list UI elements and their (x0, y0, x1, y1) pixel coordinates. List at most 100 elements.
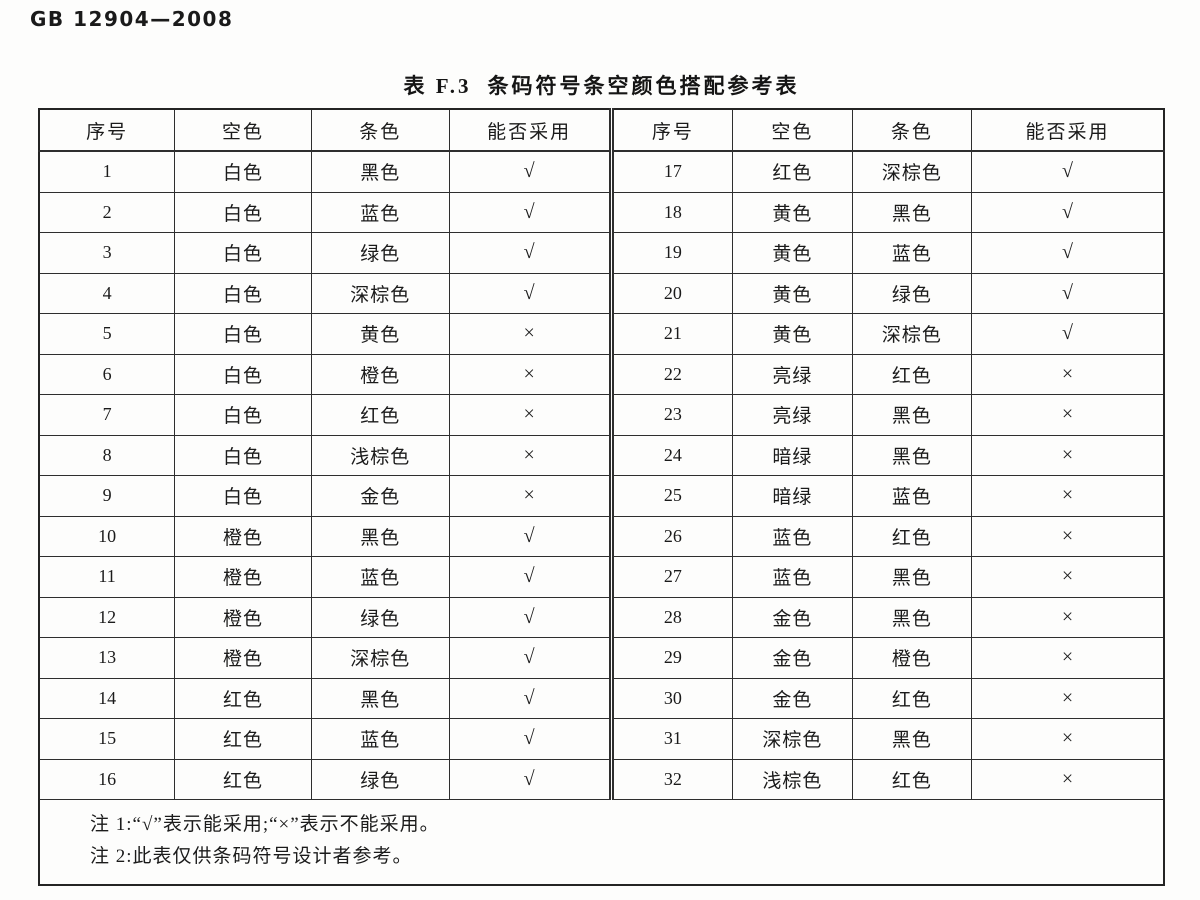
table-row: 10 橙色 黑色 √ 26 蓝色 红色 × (38, 515, 1165, 557)
table-row: 11 橙色 蓝色 √ 27 蓝色 黑色 × (38, 556, 1165, 598)
usable-mark-cell: × (971, 637, 1165, 679)
row-number-cell: 8 (38, 434, 176, 476)
space-color-cell: 深棕色 (732, 718, 853, 760)
usable-mark-cell: × (971, 475, 1165, 517)
table-row: 13 橙色 深棕色 √ 29 金色 橙色 × (38, 637, 1165, 679)
usable-mark-cell: √ (448, 515, 612, 557)
row-number-cell: 4 (38, 272, 176, 314)
bar-color-cell: 黄色 (310, 313, 450, 355)
table-row: 9 白色 金色 × 25 暗绿 蓝色 × (38, 475, 1165, 517)
space-color-cell: 黄色 (732, 232, 853, 274)
space-color-cell: 浅棕色 (732, 758, 853, 800)
bar-color-cell: 黑色 (851, 596, 973, 638)
row-number-cell: 3 (38, 232, 176, 274)
usable-mark-cell: √ (448, 718, 612, 760)
row-number-cell: 32 (608, 758, 734, 800)
bar-color-cell: 绿色 (310, 596, 450, 638)
col-header-usable: 能否采用 (448, 108, 612, 152)
bar-color-cell: 蓝色 (851, 475, 973, 517)
bar-color-cell: 蓝色 (310, 718, 450, 760)
usable-mark-cell: √ (448, 596, 612, 638)
space-color-cell: 红色 (174, 677, 312, 719)
space-color-cell: 黄色 (732, 272, 853, 314)
space-color-cell: 暗绿 (732, 434, 853, 476)
space-color-cell: 橙色 (174, 556, 312, 598)
usable-mark-cell: × (971, 515, 1165, 557)
space-color-cell: 蓝色 (732, 556, 853, 598)
row-number-cell: 10 (38, 515, 176, 557)
usable-mark-cell: × (448, 394, 612, 436)
usable-mark-cell: √ (971, 191, 1165, 233)
usable-mark-cell: √ (971, 272, 1165, 314)
usable-mark-cell: √ (971, 150, 1165, 193)
row-number-cell: 6 (38, 353, 176, 395)
space-color-cell: 白色 (174, 434, 312, 476)
table-row: 16 红色 绿色 √ 32 浅棕色 红色 × (38, 758, 1165, 800)
table-title: 表 F.3 条码符号条空颜色搭配参考表 (38, 70, 1165, 100)
bar-color-cell: 深棕色 (310, 637, 450, 679)
bar-color-cell: 黑色 (310, 677, 450, 719)
row-number-cell: 5 (38, 313, 176, 355)
usable-mark-cell: × (971, 677, 1165, 719)
table-row: 3 白色 绿色 √ 19 黄色 蓝色 √ (38, 232, 1165, 274)
bar-color-cell: 红色 (851, 758, 973, 800)
notes-row: 注 1:“√”表示能采用;“×”表示不能采用。 注 2:此表仅供条码符号设计者参… (38, 799, 1165, 886)
barcode-color-combination-table: 序号 空色 条色 能否采用 序号 空色 条色 能否采用 1 白色 黑色 √ 17 红色 深棕… (38, 108, 1165, 886)
table-row: 15 红色 蓝色 √ 31 深棕色 黑色 × (38, 718, 1165, 760)
usable-mark-cell: √ (448, 272, 612, 314)
note-1: 注 1:“√”表示能采用;“×”表示不能采用。 (90, 814, 440, 835)
row-number-cell: 18 (608, 191, 734, 233)
header-row: 序号 空色 条色 能否采用 序号 空色 条色 能否采用 (38, 108, 1165, 152)
usable-mark-cell: √ (448, 191, 612, 233)
bar-color-cell: 绿色 (310, 232, 450, 274)
space-color-cell: 红色 (174, 718, 312, 760)
row-number-cell: 9 (38, 475, 176, 517)
col-header-space-color: 空色 (174, 108, 312, 152)
row-number-cell: 27 (608, 556, 734, 598)
row-number-cell: 14 (38, 677, 176, 719)
table-row: 8 白色 浅棕色 × 24 暗绿 黑色 × (38, 434, 1165, 476)
bar-color-cell: 深棕色 (310, 272, 450, 314)
bar-color-cell: 红色 (851, 515, 973, 557)
table-number: 表 F.3 (403, 74, 472, 98)
table-row: 14 红色 黑色 √ 30 金色 红色 × (38, 677, 1165, 719)
space-color-cell: 红色 (732, 150, 853, 193)
notes-cell: 注 1:“√”表示能采用;“×”表示不能采用。 注 2:此表仅供条码符号设计者参… (38, 799, 1165, 886)
bar-color-cell: 黑色 (851, 394, 973, 436)
row-number-cell: 12 (38, 596, 176, 638)
col-header-serial: 序号 (38, 108, 176, 152)
space-color-cell: 白色 (174, 475, 312, 517)
row-number-cell: 2 (38, 191, 176, 233)
row-number-cell: 26 (608, 515, 734, 557)
row-number-cell: 21 (608, 313, 734, 355)
space-color-cell: 白色 (174, 272, 312, 314)
row-number-cell: 28 (608, 596, 734, 638)
table-caption: 条码符号条空颜色搭配参考表 (487, 74, 800, 98)
row-number-cell: 13 (38, 637, 176, 679)
bar-color-cell: 黑色 (851, 718, 973, 760)
space-color-cell: 金色 (732, 637, 853, 679)
table-row: 1 白色 黑色 √ 17 红色 深棕色 √ (38, 150, 1165, 193)
bar-color-cell: 浅棕色 (310, 434, 450, 476)
space-color-cell: 黄色 (732, 191, 853, 233)
bar-color-cell: 黑色 (851, 191, 973, 233)
bar-color-cell: 黑色 (310, 150, 450, 193)
usable-mark-cell: × (971, 596, 1165, 638)
note-2: 注 2:此表仅供条码符号设计者参考。 (90, 846, 413, 867)
row-number-cell: 20 (608, 272, 734, 314)
table-row: 2 白色 蓝色 √ 18 黄色 黑色 √ (38, 191, 1165, 233)
row-number-cell: 17 (608, 150, 734, 193)
space-color-cell: 金色 (732, 596, 853, 638)
usable-mark-cell: × (971, 394, 1165, 436)
space-color-cell: 橙色 (174, 637, 312, 679)
table-row: 12 橙色 绿色 √ 28 金色 黑色 × (38, 596, 1165, 638)
bar-color-cell: 红色 (310, 394, 450, 436)
space-color-cell: 蓝色 (732, 515, 853, 557)
row-number-cell: 23 (608, 394, 734, 436)
standard-number: GB 12904—2008 (30, 7, 234, 31)
space-color-cell: 白色 (174, 232, 312, 274)
space-color-cell: 白色 (174, 313, 312, 355)
bar-color-cell: 深棕色 (851, 313, 973, 355)
space-color-cell: 橙色 (174, 596, 312, 638)
